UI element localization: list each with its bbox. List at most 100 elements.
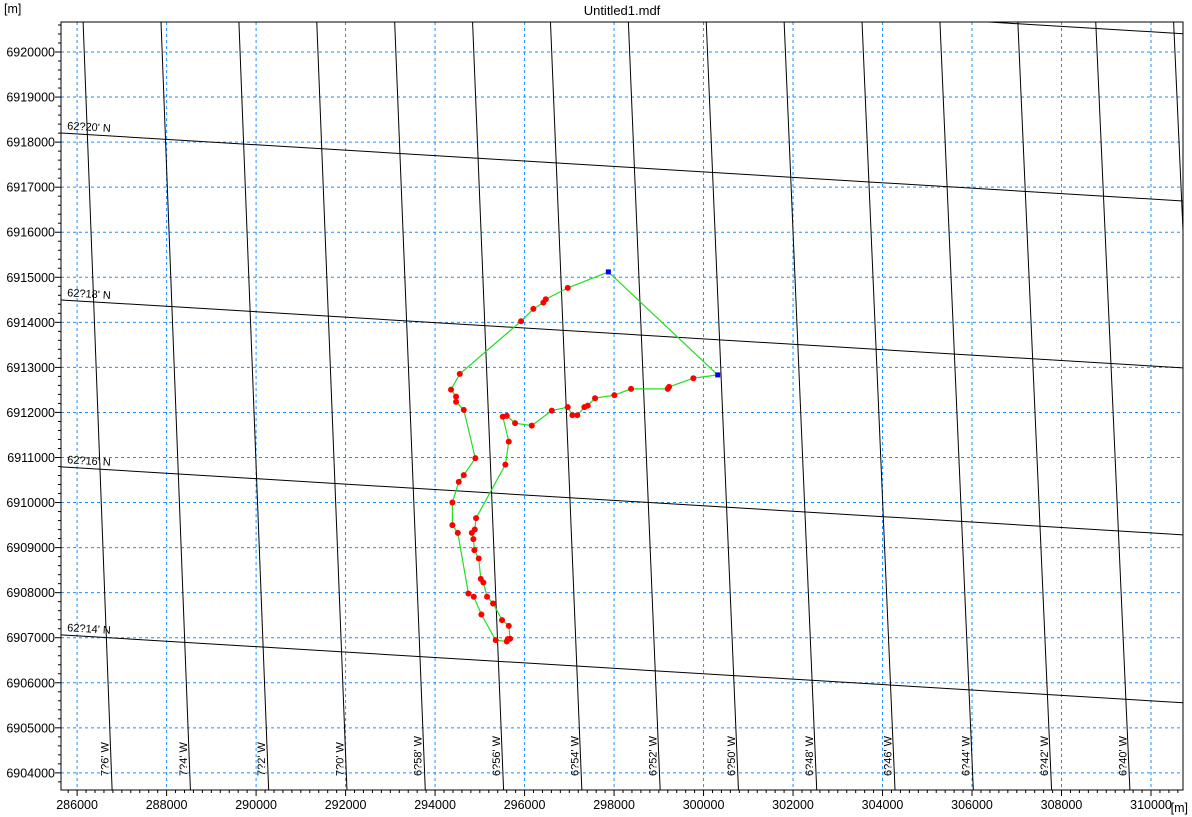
track-point [592, 395, 599, 402]
track-point [472, 455, 479, 462]
longitude-line [861, 22, 896, 790]
track-point [456, 370, 463, 377]
x-tick-label: 294000 [414, 798, 456, 812]
x-tick-label: 304000 [862, 798, 904, 812]
track-point [454, 529, 461, 536]
longitude-line [1017, 22, 1053, 790]
track-point [507, 635, 514, 642]
longitude-line [394, 22, 426, 790]
chart-title: Untitled1.mdf [584, 3, 661, 18]
track-point [478, 611, 485, 618]
y-tick-label: 6913000 [6, 361, 55, 375]
x-tick-label: 302000 [772, 798, 814, 812]
x-tick-label: 300000 [683, 798, 725, 812]
track-point [564, 284, 571, 291]
longitude-line [472, 22, 505, 790]
y-tick-label: 6919000 [6, 91, 55, 105]
longitude-label: 7?0' W [334, 741, 346, 776]
latitude-label: 62?16' N [67, 454, 111, 469]
graticule: 62?20' N 62?18' N 62?16' N 62?14' N 7?6' W 7?… [61, 22, 1183, 790]
y-tick-label: 6917000 [6, 181, 55, 195]
track-point [574, 412, 581, 419]
longitude-label: 6?50' W [726, 735, 738, 776]
longitude-label: 6?54' W [569, 735, 581, 776]
y-tick-label: 6905000 [6, 721, 55, 735]
longitude-line [82, 22, 113, 790]
track-point [453, 393, 460, 400]
x-tick-label: 310000 [1130, 798, 1172, 812]
track-point [569, 412, 576, 419]
track-point [455, 478, 462, 485]
y-tick-label: 6904000 [6, 766, 55, 780]
y-axis-unit-label: [m] [4, 2, 21, 16]
longitude-label: 6?58' W [413, 735, 425, 776]
axes: 286000 288000 290000 292000 294000 296000 2980… [6, 24, 1179, 812]
track-point [564, 404, 571, 411]
latitude-line [61, 634, 1183, 704]
x-tick-label: 292000 [325, 798, 367, 812]
y-tick-label: 6920000 [6, 46, 55, 60]
longitude-line [783, 22, 818, 790]
track-point [470, 593, 477, 600]
track-point [484, 593, 491, 600]
longitude-label: 6?56' W [491, 735, 503, 776]
track-point [460, 472, 467, 479]
x-tick-label: 298000 [593, 798, 635, 812]
track-point [475, 555, 482, 562]
latitude-line [61, 299, 1183, 369]
y-tick-label: 6910000 [6, 496, 55, 510]
grid [61, 22, 1183, 790]
track-point [453, 398, 460, 405]
longitude-label: 6?42' W [1039, 735, 1051, 776]
track-point [473, 515, 480, 522]
track-endpoint-marker [605, 269, 611, 275]
track-point [666, 383, 673, 390]
x-tick-label: 296000 [504, 798, 546, 812]
track-point [505, 438, 512, 445]
track-point [503, 412, 510, 419]
track-point [470, 536, 477, 543]
track-endpoint-marker [715, 372, 721, 378]
track-point [465, 590, 472, 597]
track [448, 269, 721, 645]
track-point [448, 386, 455, 393]
track-line [450, 271, 720, 643]
y-tick-label: 6918000 [6, 136, 55, 150]
longitude-line [939, 22, 974, 790]
track-point [505, 622, 512, 629]
track-point [518, 318, 525, 325]
x-tick-label: 306000 [951, 798, 993, 812]
track-point [449, 499, 456, 506]
track-point [471, 526, 478, 533]
longitude-line [160, 22, 191, 790]
track-point [499, 617, 506, 624]
longitude-label: 6?40' W [1117, 735, 1129, 776]
longitude-label: 7?2' W [256, 741, 268, 776]
longitude-label: 6?48' W [804, 735, 816, 776]
longitude-label: 6?44' W [961, 735, 973, 776]
track-point [471, 547, 478, 554]
latitude-label: 62?20' N [67, 120, 111, 135]
longitude-line [627, 22, 661, 790]
y-tick-label: 6906000 [6, 676, 55, 690]
longitude-line [1173, 22, 1183, 242]
track-point [492, 637, 499, 644]
track-point [690, 375, 697, 382]
track-point [477, 575, 484, 582]
track-point [530, 305, 537, 312]
latitude-line [61, 132, 1183, 202]
track-point [611, 392, 618, 399]
y-tick-label: 6916000 [6, 226, 55, 240]
y-tick-label: 6912000 [6, 406, 55, 420]
y-tick-label: 6915000 [6, 271, 55, 285]
latitude-label: 62?18' N [67, 287, 111, 302]
track-point [502, 461, 509, 468]
y-tick-label: 6907000 [6, 631, 55, 645]
x-tick-label: 288000 [146, 798, 188, 812]
longitude-label: 6?52' W [648, 735, 660, 776]
longitude-label: 7?6' W [100, 741, 112, 776]
track-point [548, 407, 555, 414]
track-point [449, 522, 456, 529]
y-tick-label: 6911000 [7, 451, 55, 465]
track-point [628, 385, 635, 392]
